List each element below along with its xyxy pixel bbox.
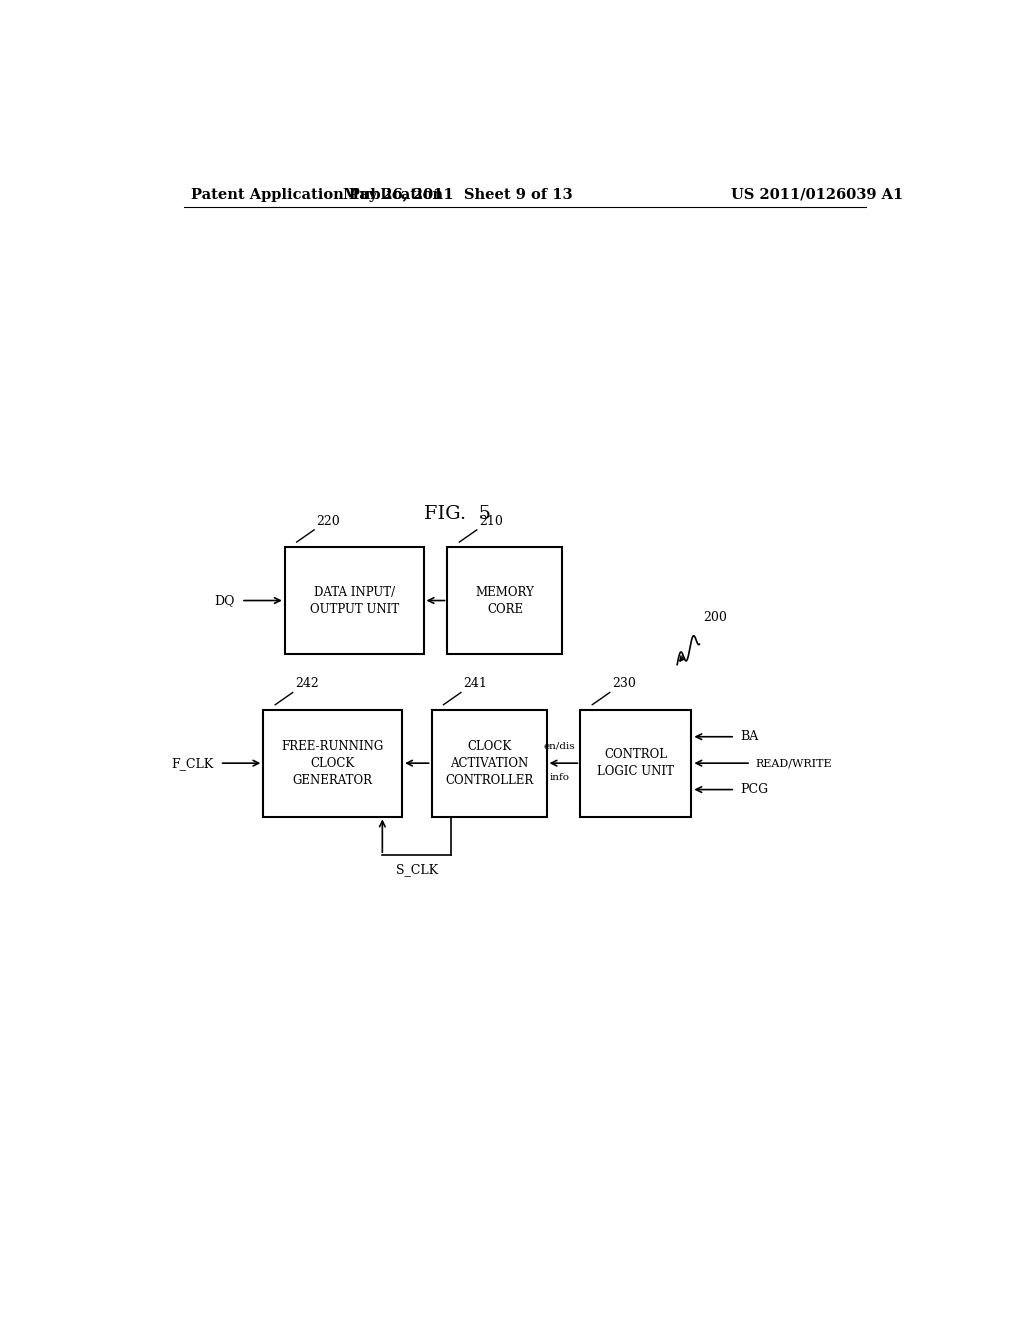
Text: DATA INPUT/
OUTPUT UNIT: DATA INPUT/ OUTPUT UNIT [309,586,398,615]
Text: MEMORY
CORE: MEMORY CORE [475,586,535,615]
Text: S_CLK: S_CLK [396,863,438,876]
Text: F_CLK: F_CLK [171,756,213,770]
Bar [263,710,402,817]
Text: FIG.  5: FIG. 5 [424,506,490,523]
Text: US 2011/0126039 A1: US 2011/0126039 A1 [731,187,903,202]
Text: Patent Application Publication: Patent Application Publication [191,187,443,202]
Text: 210: 210 [479,515,503,528]
Text: 220: 220 [316,515,340,528]
Text: FREE-RUNNING
CLOCK
GENERATOR: FREE-RUNNING CLOCK GENERATOR [282,739,384,787]
Text: BA: BA [740,730,758,743]
Bar [285,548,424,653]
Text: PCG: PCG [740,783,768,796]
Text: May 26, 2011  Sheet 9 of 13: May 26, 2011 Sheet 9 of 13 [343,187,572,202]
Bar [447,548,562,653]
Text: 242: 242 [295,677,318,690]
Text: DQ: DQ [214,594,234,607]
Text: CLOCK
ACTIVATION
CONTROLLER: CLOCK ACTIVATION CONTROLLER [445,739,534,787]
Bar [431,710,547,817]
Text: 200: 200 [703,611,727,624]
Text: 230: 230 [612,677,636,690]
Text: 241: 241 [463,677,487,690]
Text: READ/WRITE: READ/WRITE [756,758,833,768]
Text: CONTROL
LOGIC UNIT: CONTROL LOGIC UNIT [597,748,675,779]
Text: info: info [550,774,569,783]
Bar [581,710,691,817]
Text: en/dis: en/dis [544,742,575,751]
